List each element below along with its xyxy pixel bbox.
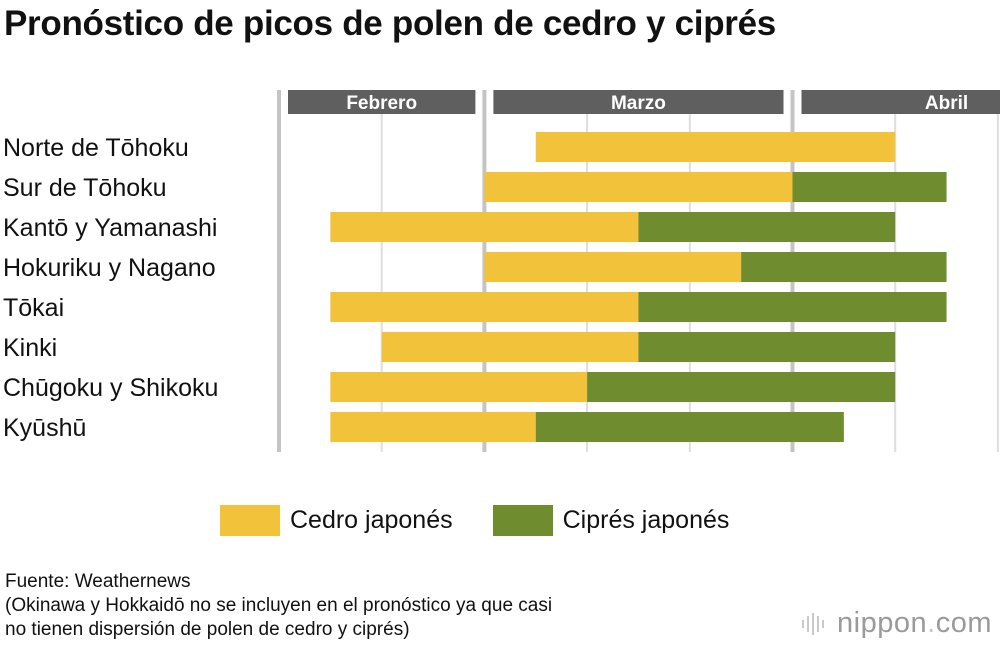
month-header-marzo — [493, 90, 784, 114]
bar-cedro — [330, 412, 536, 442]
source-line-1: Fuente: Weathernews — [5, 571, 191, 592]
bar-cipres — [587, 372, 896, 402]
bar-cedro — [381, 332, 639, 362]
bar-cedro — [330, 292, 639, 322]
legend-label-cipres: Ciprés japonés — [562, 506, 730, 534]
chart-title: Pronóstico de picos de polen de cedro y … — [4, 4, 776, 43]
bar-cedro — [484, 252, 742, 282]
region-label: Norte de Tōhoku — [3, 134, 189, 162]
month-header-febrero — [288, 90, 476, 114]
bar-cipres — [638, 332, 896, 362]
month-label-abril: Abril — [925, 93, 968, 114]
brand-bars-icon — [802, 612, 825, 635]
region-label: Chūgoku y Shikoku — [3, 374, 218, 402]
legend: Cedro japonés Ciprés japonés — [220, 505, 769, 536]
bar-cipres — [741, 252, 947, 282]
bar-cedro — [330, 372, 588, 402]
bar-cedro — [484, 172, 793, 202]
legend-item-cipres: Ciprés japonés — [492, 505, 730, 536]
legend-label-cedro: Cedro japonés — [290, 506, 453, 534]
bar-cedro — [330, 212, 639, 242]
chart: Febrero Marzo Abril Norte de Tōhoku Sur de T… — [3, 90, 1000, 452]
source-line-3: no tienen dispersión de polen de cedro y… — [5, 619, 410, 640]
month-header-abril — [801, 90, 1000, 114]
region-label: Kinki — [3, 334, 57, 362]
month-label-marzo: Marzo — [611, 93, 666, 114]
legend-swatch-cedro — [220, 505, 280, 536]
bar-cipres — [792, 172, 947, 202]
source-note: Fuente: Weathernews (Okinawa y Hokkaidō … — [5, 570, 552, 642]
brand-dot: . — [927, 607, 936, 639]
brand-tld: com — [935, 607, 992, 639]
month-label-febrero: Febrero — [346, 93, 417, 114]
brand-name: nippon — [837, 607, 928, 639]
bar-cipres — [535, 412, 844, 442]
brand-logo: nippon. com — [801, 607, 992, 640]
bar-cedro — [535, 132, 896, 162]
region-label: Tōkai — [3, 294, 64, 322]
region-label: Kantō y Yamanashi — [3, 214, 218, 242]
region-label: Sur de Tōhoku — [3, 174, 167, 202]
bar-cipres — [638, 212, 896, 242]
region-label: Kyūshū — [3, 414, 86, 442]
bar-cipres — [638, 292, 947, 322]
legend-item-cedro: Cedro japonés — [220, 505, 453, 536]
legend-swatch-cipres — [492, 505, 553, 536]
region-label: Hokuriku y Nagano — [3, 254, 216, 282]
source-line-2: (Okinawa y Hokkaidō no se incluyen en el… — [5, 595, 553, 616]
